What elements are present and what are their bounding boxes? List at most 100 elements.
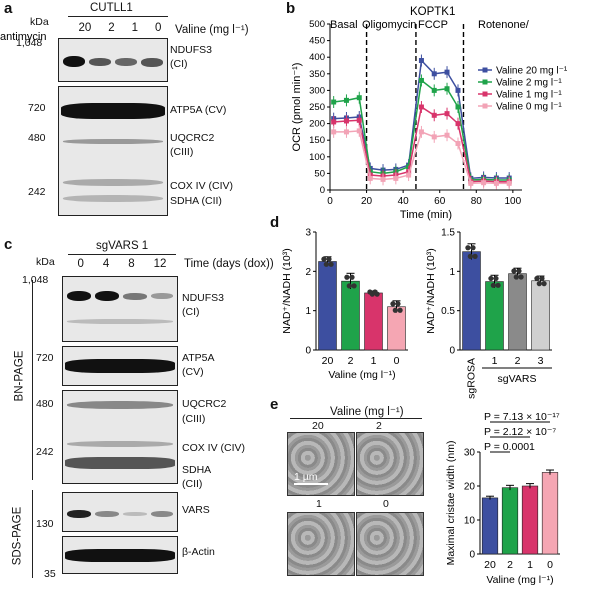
label-c-sdha: SDHA — [182, 464, 212, 476]
label-uqcrc2: UQCRC2 — [170, 132, 215, 144]
data-point — [418, 104, 424, 110]
data-dot — [351, 283, 357, 289]
data-point — [455, 87, 461, 93]
p-value-label: P = 0.0001 — [484, 441, 535, 453]
legend-marker — [482, 67, 488, 73]
data-point — [431, 112, 437, 118]
panel-c-time-label: Time (days (dox)) — [184, 258, 274, 270]
data-dot — [541, 281, 547, 287]
y-tick-label: 0 — [305, 346, 311, 357]
y-tick-label: 1.5 — [441, 228, 455, 239]
band — [63, 179, 163, 186]
x-tick-label: 20 — [361, 196, 373, 207]
marker-c-130: 130 — [36, 518, 54, 530]
y-tick-label: 0.5 — [441, 306, 455, 317]
em-label-0: 0 — [383, 498, 389, 510]
label-c-cox4: COX IV (CIV) — [182, 442, 246, 454]
data-point — [431, 134, 437, 140]
data-dot — [470, 245, 476, 251]
data-dot — [321, 256, 327, 262]
lane-label: 20 — [78, 22, 92, 34]
label-c-uqcrc2: UQCRC2 — [182, 398, 227, 410]
band — [67, 441, 173, 447]
legend-marker — [482, 91, 488, 97]
y-tick-label: 500 — [309, 19, 325, 30]
bar — [541, 472, 559, 555]
data-point — [418, 129, 424, 135]
blot-c-vars — [62, 492, 178, 532]
marker-c-35: 35 — [44, 568, 56, 580]
cell-line-underline — [68, 16, 168, 17]
blot-a-oxphos — [58, 86, 168, 216]
band — [63, 56, 85, 67]
bar — [501, 487, 519, 555]
y-tick-label: 10 — [464, 516, 476, 527]
x-axis-label: Time (min) — [400, 209, 452, 221]
data-point — [455, 141, 461, 147]
label-c-atp5a: ATP5A — [182, 352, 215, 364]
lane-label: 2 — [108, 22, 115, 34]
y-tick-label: 150 — [309, 135, 325, 146]
x-tick-label: 60 — [434, 196, 446, 207]
y-axis-label: NAD⁺/NADH (10³) — [425, 248, 437, 333]
data-dot — [516, 268, 522, 274]
data-dot — [395, 301, 401, 307]
panel-d-letter: d — [270, 214, 280, 231]
label-ndufs3: NDUFS3 — [170, 44, 213, 56]
label-c-ndufs3: NDUFS3 — [182, 292, 225, 304]
marker-1048: 1,048 — [16, 37, 43, 49]
y-tick-label: 3 — [305, 228, 311, 239]
x-tick-label: 100 — [505, 196, 522, 207]
x-tick-label: sgROSA — [466, 358, 478, 399]
data-point — [431, 71, 437, 77]
blot-c-actin — [62, 536, 178, 574]
band — [89, 58, 111, 66]
x-tick-label: 1 — [492, 355, 498, 367]
data-point — [331, 119, 337, 125]
x-tick-label: 20 — [484, 559, 496, 571]
data-point — [331, 129, 337, 135]
y-tick-label: 300 — [309, 85, 325, 96]
band — [63, 195, 163, 202]
data-point — [393, 175, 399, 181]
marker-c-480: 480 — [36, 398, 54, 410]
band — [151, 511, 173, 517]
em-label-1: 1 — [316, 498, 322, 510]
x-tick-label: 20 — [322, 355, 334, 367]
y-tick-label: 50 — [314, 168, 325, 179]
y-tick-label: 2 — [305, 267, 311, 278]
x-tick-label: 3 — [538, 355, 544, 367]
data-point — [406, 172, 412, 178]
data-dot — [488, 275, 494, 282]
y-tick-label: 450 — [309, 36, 325, 47]
data-point — [481, 180, 487, 186]
marker-242: 242 — [28, 186, 46, 198]
phase-label: FCCP — [418, 19, 448, 31]
blot-c-atp5a — [62, 346, 178, 386]
data-point — [468, 180, 474, 186]
p-value-label: P = 2.12 × 10⁻⁷ — [484, 426, 556, 438]
x-axis-label: sgVARS — [498, 373, 537, 385]
scale-bar-label: 1 µm — [294, 471, 318, 483]
data-dot — [397, 307, 403, 313]
y-tick-label: 1 — [305, 306, 311, 317]
p-value-label: P = 7.13 × 10⁻¹⁷ — [484, 411, 560, 423]
bn-page-bracket — [32, 280, 33, 480]
data-dot — [513, 274, 519, 280]
y-tick-label: 0 — [449, 346, 455, 357]
data-dot — [493, 275, 499, 282]
data-point — [455, 121, 461, 127]
data-point — [418, 58, 424, 64]
band — [63, 139, 163, 144]
label-c-vars: VARS — [182, 504, 210, 516]
data-dot — [390, 301, 396, 307]
band — [95, 511, 119, 517]
lane-label: 0 — [155, 22, 162, 34]
label-c-cii: (CII) — [182, 478, 203, 490]
label-ciii: (CIII) — [170, 146, 194, 158]
em-label-20: 20 — [312, 420, 324, 432]
data-point — [506, 180, 512, 186]
band — [65, 549, 175, 562]
sds-page-bracket — [32, 490, 33, 578]
panel-a-lanes: 20 2 1 0 — [70, 22, 170, 34]
